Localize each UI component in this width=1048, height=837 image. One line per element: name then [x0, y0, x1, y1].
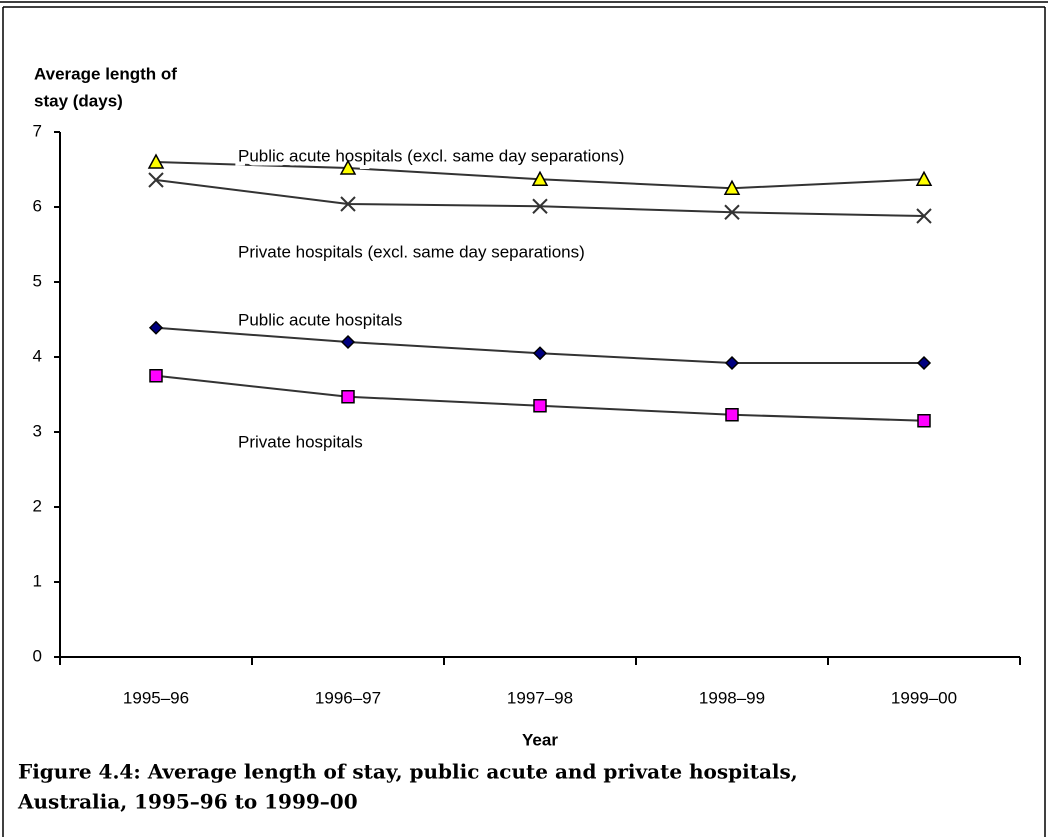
y-tick-label: 0 — [33, 646, 42, 665]
series-label: Private hospitals (excl. same day separa… — [238, 242, 585, 261]
series-label: Public acute hospitals — [238, 310, 402, 329]
series-label: Public acute hospitals (excl. same day s… — [238, 146, 624, 165]
y-tick-label: 4 — [33, 346, 42, 365]
marker — [149, 369, 163, 383]
marker — [533, 399, 547, 413]
x-tick-label: 1997–98 — [507, 688, 573, 707]
marker — [532, 346, 548, 361]
marker — [917, 414, 931, 428]
marker — [340, 196, 356, 212]
y-tick-label: 5 — [33, 271, 42, 290]
y-tick-label: 7 — [33, 121, 42, 140]
caption: Figure 4.4: Average length of stay, publ… — [18, 760, 798, 784]
marker — [723, 179, 741, 195]
series-line — [155, 374, 925, 422]
marker — [531, 170, 549, 186]
marker — [724, 355, 740, 371]
y-axis-title: stay (days) — [34, 91, 123, 110]
marker — [916, 355, 932, 371]
series-label: Private hospitals — [238, 432, 363, 451]
marker — [148, 172, 164, 188]
y-tick-label: 2 — [33, 496, 42, 515]
y-axis-title: Average length of — [34, 64, 177, 83]
x-tick-label: 1999–00 — [891, 688, 957, 707]
x-axis-title: Year — [522, 730, 558, 749]
marker — [916, 208, 932, 224]
marker — [339, 159, 357, 175]
x-tick-label: 1998–99 — [699, 688, 765, 707]
marker — [147, 153, 165, 169]
marker — [340, 334, 356, 350]
marker — [724, 204, 740, 220]
x-tick-label: 1996–97 — [315, 688, 381, 707]
caption: Australia, 1995–96 to 1999–00 — [17, 790, 358, 814]
x-tick-label: 1995–96 — [123, 688, 189, 707]
y-tick-label: 3 — [33, 421, 42, 440]
marker — [341, 390, 355, 404]
marker — [725, 408, 739, 422]
y-tick-label: 1 — [33, 571, 42, 590]
y-tick-label: 6 — [33, 196, 42, 215]
marker — [148, 320, 164, 335]
marker — [532, 198, 548, 214]
marker — [915, 170, 933, 186]
